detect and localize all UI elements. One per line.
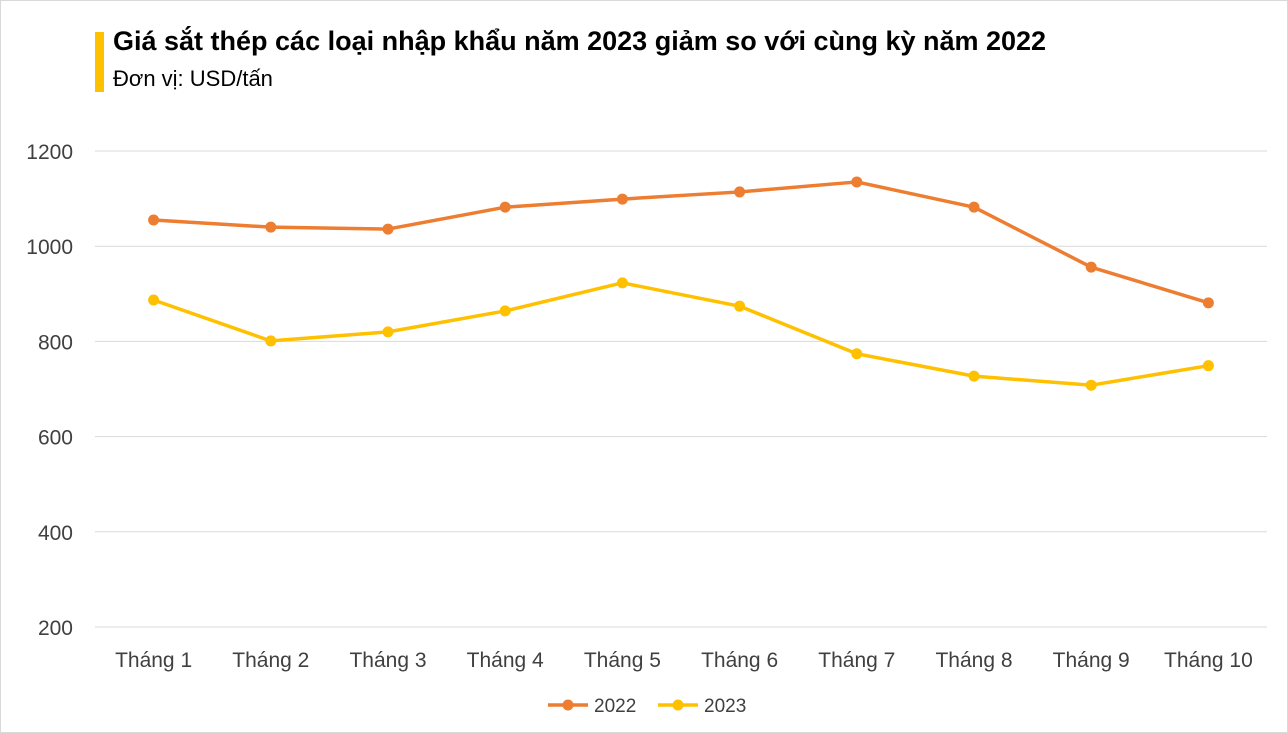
- data-point-2022: [499, 201, 511, 213]
- x-tick-label: Tháng 4: [467, 649, 544, 672]
- data-point-2023: [265, 335, 277, 347]
- data-point-2023: [1202, 360, 1214, 372]
- x-tick-label: Tháng 2: [232, 649, 309, 672]
- x-tick-label: Tháng 8: [935, 649, 1012, 672]
- data-point-2022: [1202, 297, 1214, 309]
- title-accent-bar: [95, 32, 104, 92]
- data-point-2023: [148, 294, 160, 306]
- x-tick-label: Tháng 5: [584, 649, 661, 672]
- x-tick-label: Tháng 9: [1053, 649, 1130, 672]
- y-tick-label: 1200: [26, 141, 73, 164]
- chart-subtitle: Đơn vị: USD/tấn: [113, 66, 273, 91]
- x-tick-label: Tháng 3: [349, 649, 426, 672]
- legend-label: 2023: [704, 696, 746, 717]
- y-tick-label: 800: [38, 331, 73, 354]
- data-point-2023: [382, 326, 394, 338]
- y-tick-label: 600: [38, 427, 73, 450]
- legend-label: 2022: [594, 696, 636, 717]
- x-tick-label: Tháng 1: [115, 649, 192, 672]
- series-line-2023: [151, 281, 1211, 387]
- data-point-2022: [851, 176, 863, 188]
- data-point-2022: [148, 214, 160, 226]
- data-point-2023: [734, 300, 746, 312]
- data-point-2023: [499, 305, 511, 317]
- data-point-2023: [616, 277, 628, 289]
- legend-marker-2022: [562, 699, 574, 711]
- x-tick-label: Tháng 6: [701, 649, 778, 672]
- data-point-2022: [616, 193, 628, 205]
- data-point-2023: [851, 348, 863, 360]
- data-point-2022: [265, 221, 277, 233]
- series-line-2022: [151, 180, 1211, 305]
- chart-title: Giá sắt thép các loại nhập khẩu năm 2023…: [113, 26, 1047, 56]
- data-point-2022: [734, 186, 746, 198]
- data-point-2023: [968, 370, 980, 382]
- data-point-2022: [1085, 261, 1097, 273]
- y-tick-label: 400: [38, 522, 73, 545]
- y-tick-label: 200: [38, 617, 73, 640]
- data-point-2022: [382, 223, 394, 235]
- y-tick-label: 1000: [26, 236, 73, 259]
- x-tick-label: Tháng 10: [1164, 649, 1253, 672]
- data-point-2022: [968, 201, 980, 213]
- x-tick-label: Tháng 7: [818, 649, 895, 672]
- data-point-2023: [1085, 379, 1097, 391]
- legend-marker-2023: [672, 699, 684, 711]
